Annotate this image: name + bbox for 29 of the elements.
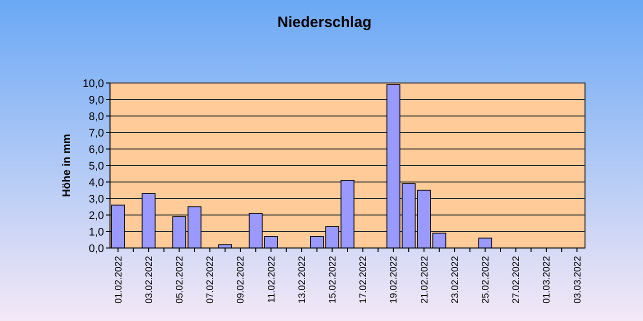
y-tick-label: 10,0 [82,78,104,90]
x-tick-label: 05.02.2022 [174,256,186,304]
y-tick-label: 8,0 [88,110,104,123]
x-tick-label: 15.02.2022 [328,256,339,304]
y-tick-label: 9,0 [88,94,104,106]
chart-title: Niederschlag [277,14,372,31]
x-tick-label: 25.02.2022 [480,256,492,304]
x-tick-label: 01.03.2022 [542,256,553,304]
x-tick-label: 11.02.2022 [266,256,278,303]
x-tick-label: 23.02.2022 [450,256,461,304]
x-tick-label: 27.02.2022 [511,256,522,304]
x-tick-label: 01.02.2022 [113,256,124,304]
x-tick-label: 07.02.2022 [205,256,216,304]
x-tick-label: 13.02.2022 [296,256,308,304]
x-tick-label: 21.02.2022 [419,256,430,304]
x-tick-label: 17.02.2022 [358,256,370,304]
x-tick-label: 03.02.2022 [144,256,155,304]
y-tick-label: 5,0 [88,160,104,172]
x-tick-label: 03.03.2022 [572,256,584,304]
x-tick-label: 19.02.2022 [388,256,400,304]
y-tick-label: 4,0 [88,176,104,189]
y-tick-label: 3,0 [88,193,104,206]
y-axis-title: Höhe in mm [61,134,73,197]
y-tick-label: 1,0 [88,226,104,238]
x-tick-label: 09.02.2022 [236,256,247,304]
y-tick-label: 7,0 [88,127,104,140]
y-tick-label: 6,0 [88,144,104,156]
y-tick-label: 2,0 [88,210,104,222]
y-tick-label: 0,0 [88,242,104,255]
